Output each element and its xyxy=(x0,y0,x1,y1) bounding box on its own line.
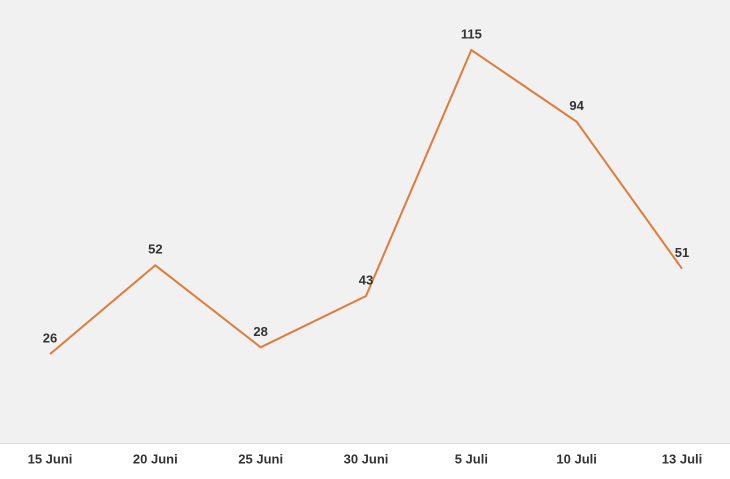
x-tick-label: 25 Juni xyxy=(238,451,283,466)
x-tick-label: 13 Juli xyxy=(662,451,702,466)
line xyxy=(49,48,683,355)
data-label: 28 xyxy=(253,324,267,339)
data-label: 115 xyxy=(461,26,482,41)
x-tick-label: 5 Juli xyxy=(455,451,488,466)
x-tick-label: 15 Juni xyxy=(28,451,73,466)
x-tick-label: 10 Juli xyxy=(556,451,596,466)
data-label: 51 xyxy=(675,245,689,260)
plot-background xyxy=(0,0,730,443)
data-label: 52 xyxy=(148,242,162,257)
x-tick-label: 30 Juni xyxy=(344,451,389,466)
data-label: 43 xyxy=(359,272,373,287)
data-label: 26 xyxy=(43,331,57,346)
data-label: 94 xyxy=(569,98,584,113)
x-tick-label: 20 Juni xyxy=(133,451,178,466)
